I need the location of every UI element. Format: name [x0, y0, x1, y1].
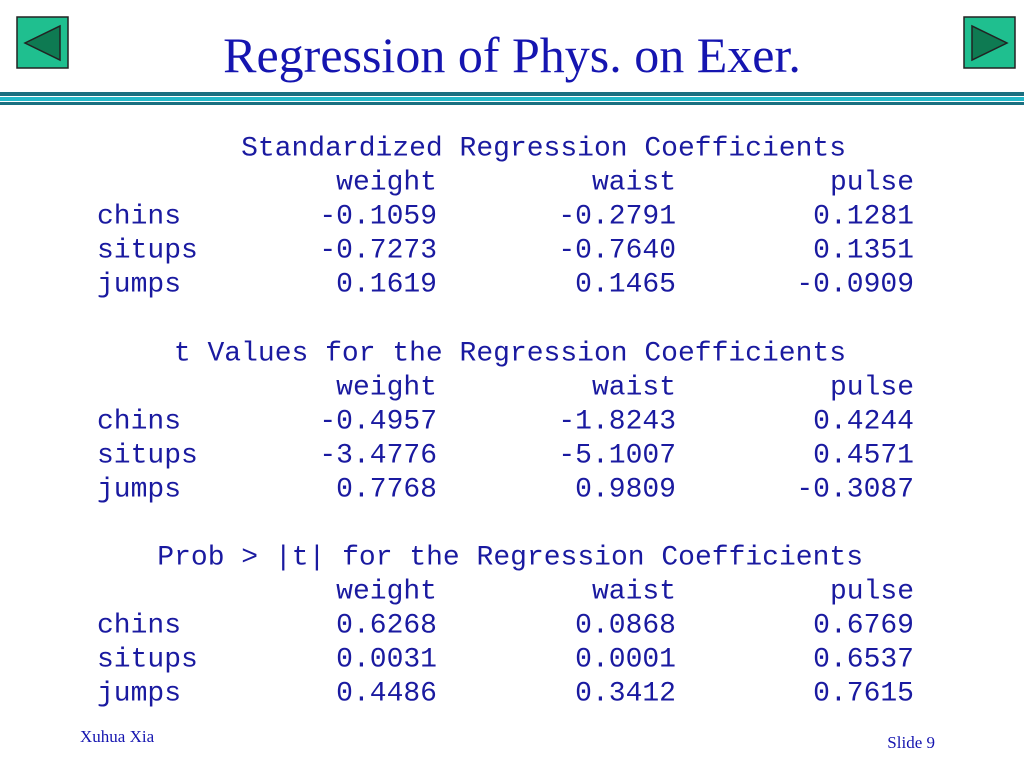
row-label: chins — [97, 201, 181, 232]
cell: -0.3087 — [796, 474, 914, 505]
cell: 0.7615 — [813, 678, 914, 709]
column-header: waist — [592, 167, 676, 198]
prev-button[interactable] — [16, 16, 69, 69]
cell: -0.7273 — [319, 235, 437, 266]
cell: 0.9809 — [575, 474, 676, 505]
row-label: chins — [97, 610, 181, 641]
slide-number: Slide 9 — [887, 733, 935, 752]
cell: 0.4486 — [336, 678, 437, 709]
cell: 0.1619 — [336, 269, 437, 300]
cell: 0.4571 — [813, 440, 914, 471]
cell: 0.6268 — [336, 610, 437, 641]
row-label: situps — [97, 440, 198, 471]
tables: Standardized Regression Coefficientsweig… — [97, 133, 914, 709]
cell: -5.1007 — [558, 440, 676, 471]
column-header: pulse — [830, 372, 914, 403]
column-header: waist — [592, 372, 676, 403]
slide-title: Regression of Phys. on Exer. — [223, 27, 801, 83]
cell: 0.7768 — [336, 474, 437, 505]
cell: 0.3412 — [575, 678, 676, 709]
divider — [0, 92, 1024, 105]
next-button[interactable] — [963, 16, 1016, 69]
cell: -1.8243 — [558, 406, 676, 437]
column-header: pulse — [830, 576, 914, 607]
cell: 0.6769 — [813, 610, 914, 641]
column-header: weight — [336, 372, 437, 403]
author: Xuhua Xia — [80, 727, 155, 746]
cell: -0.4957 — [319, 406, 437, 437]
cell: -0.7640 — [558, 235, 676, 266]
cell: 0.1465 — [575, 269, 676, 300]
row-label: jumps — [97, 678, 181, 709]
column-header: waist — [592, 576, 676, 607]
row-label: situps — [97, 644, 198, 675]
table-title: Standardized Regression Coefficients — [241, 133, 846, 164]
cell: -0.1059 — [319, 201, 437, 232]
row-label: chins — [97, 406, 181, 437]
cell: -0.0909 — [796, 269, 914, 300]
cell: 0.1351 — [813, 235, 914, 266]
cell: 0.6537 — [813, 644, 914, 675]
cell: 0.0001 — [575, 644, 676, 675]
cell: 0.1281 — [813, 201, 914, 232]
cell: 0.4244 — [813, 406, 914, 437]
cell: -0.2791 — [558, 201, 676, 232]
table-title: t Values for the Regression Coefficients — [174, 338, 846, 369]
row-label: jumps — [97, 474, 181, 505]
column-header: pulse — [830, 167, 914, 198]
table-title: Prob > |t| for the Regression Coefficien… — [157, 542, 863, 573]
column-header: weight — [336, 576, 437, 607]
cell: 0.0031 — [336, 644, 437, 675]
cell: -3.4776 — [319, 440, 437, 471]
column-header: weight — [336, 167, 437, 198]
row-label: situps — [97, 235, 198, 266]
row-label: jumps — [97, 269, 181, 300]
cell: 0.0868 — [575, 610, 676, 641]
